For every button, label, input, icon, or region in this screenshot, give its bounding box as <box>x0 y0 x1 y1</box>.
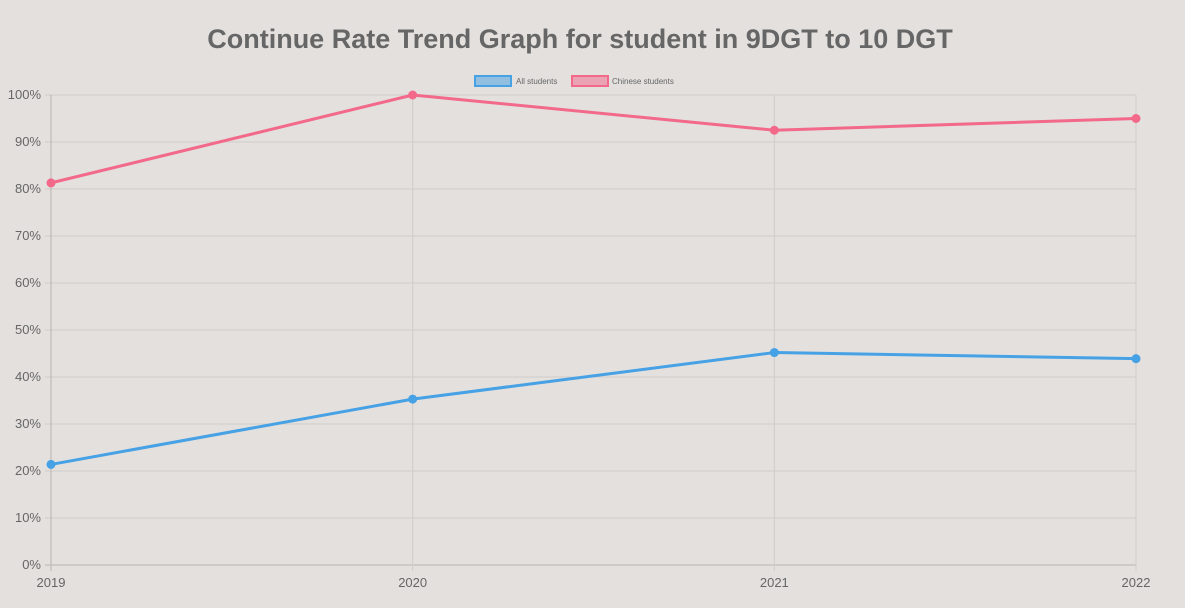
y-tick-label: 30% <box>15 416 41 431</box>
data-point <box>769 125 779 135</box>
y-tick-label: 60% <box>15 275 41 290</box>
series-line-1 <box>50 351 1137 466</box>
data-point <box>1131 114 1141 123</box>
data-point <box>408 90 418 100</box>
y-tick-label: 100% <box>8 87 42 102</box>
y-tick-label: 10% <box>15 510 41 525</box>
legend-swatch <box>571 75 609 87</box>
legend-label: All students <box>516 77 557 86</box>
data-point <box>408 394 418 404</box>
legend-label: Chinese students <box>612 77 674 86</box>
y-tick-label: 90% <box>15 134 41 149</box>
chart-title: Continue Rate Trend Graph for student in… <box>207 24 953 54</box>
series-line-2 <box>50 93 1137 185</box>
y-tick-label: 40% <box>15 369 41 384</box>
y-tick-label: 20% <box>15 463 41 478</box>
x-tick-label: 2020 <box>398 575 427 590</box>
x-tick-label: 2021 <box>760 575 789 590</box>
data-point <box>46 178 56 188</box>
data-point <box>1131 354 1141 364</box>
y-tick-label: 80% <box>15 181 41 196</box>
legend-swatch <box>474 75 512 87</box>
y-tick-label: 50% <box>15 322 41 337</box>
data-point <box>46 459 56 469</box>
y-tick-label: 70% <box>15 228 41 243</box>
y-tick-label: 0% <box>22 557 41 572</box>
data-point <box>769 348 779 358</box>
x-tick-label: 2019 <box>37 575 66 590</box>
x-tick-label: 2022 <box>1122 575 1151 590</box>
